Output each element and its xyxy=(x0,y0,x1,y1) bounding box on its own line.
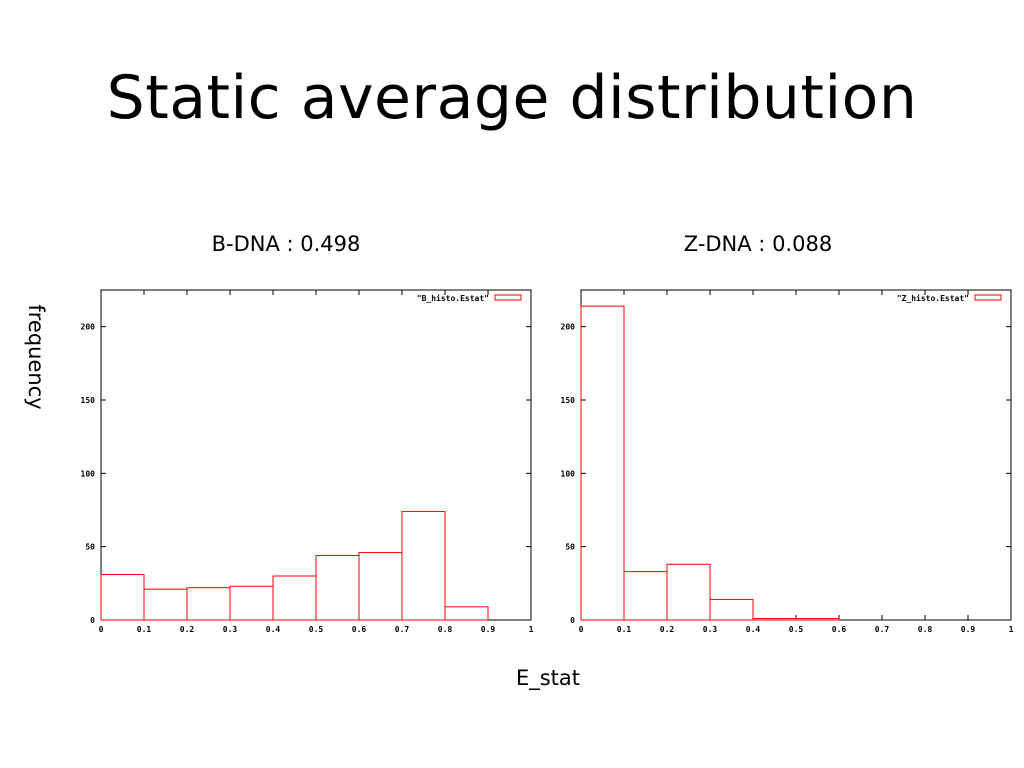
x-tick-label: 1 xyxy=(529,625,534,634)
chart-title-b-dna: B-DNA : 0.498 xyxy=(211,232,361,256)
y-tick-label: 0 xyxy=(90,616,95,625)
x-tick-label: 0.5 xyxy=(789,625,804,634)
x-tick-label: 0.9 xyxy=(481,625,496,634)
histogram-b-dna: 0 50 100 150 200 0 0.1 0.2 0.3 0.4 0.5 0.6 0.7 0.8 0.9… xyxy=(81,289,534,634)
x-tick-label: 0.6 xyxy=(832,625,847,634)
y-tick-label: 150 xyxy=(561,396,576,405)
x-tick-label: 0.4 xyxy=(266,625,281,634)
x-tick-label: 0.8 xyxy=(918,625,933,634)
histogram-bar xyxy=(143,588,188,621)
x-tick-label: 0 xyxy=(99,625,104,634)
y-tick-label: 200 xyxy=(81,323,96,332)
histogram-bar xyxy=(444,606,489,621)
x-tick-label: 0.5 xyxy=(309,625,324,634)
histogram-bar xyxy=(795,618,840,621)
x-tick-label: 0.2 xyxy=(660,625,675,634)
y-axis-label: frequency xyxy=(24,304,48,410)
legend-label: "B_histo.Estat" xyxy=(417,293,489,303)
x-tick-label: 0 xyxy=(579,625,584,634)
x-tick-label: 0.7 xyxy=(875,625,890,634)
histogram-bar xyxy=(186,587,231,621)
x-tick-label: 0.3 xyxy=(703,625,718,634)
histogram-bar xyxy=(709,598,754,621)
plot-frame xyxy=(580,289,1012,621)
x-tick-label: 0.6 xyxy=(352,625,367,634)
histogram-bar xyxy=(100,574,145,621)
y-tick-label: 150 xyxy=(81,396,96,405)
histogram-bar xyxy=(358,552,403,621)
x-tick-label: 0.1 xyxy=(137,625,152,634)
slide-title: Static average distribution xyxy=(106,63,918,133)
histogram-z-dna: 0 50 100 150 200 0 0.1 0.2 0.3 0.4 0.5 0.6 0.7 0.8 0.9… xyxy=(561,289,1014,634)
x-tick-label: 0.2 xyxy=(180,625,195,634)
x-tick-label: 0.9 xyxy=(961,625,976,634)
histogram-bar xyxy=(315,554,360,621)
legend-label: "Z_histo.Estat" xyxy=(897,293,969,303)
x-tick-label: 0.7 xyxy=(395,625,410,634)
y-tick-label: 100 xyxy=(81,469,96,478)
y-tick-label: 100 xyxy=(561,469,576,478)
y-tick-label: 50 xyxy=(85,543,95,552)
histogram-bar xyxy=(623,571,668,621)
y-tick-label: 50 xyxy=(565,543,575,552)
x-tick-label: 0.1 xyxy=(617,625,632,634)
x-tick-label: 0.8 xyxy=(438,625,453,634)
chart-title-z-dna: Z-DNA : 0.088 xyxy=(683,232,833,256)
histogram-bar xyxy=(401,510,446,621)
y-tick-label: 200 xyxy=(561,323,576,332)
histogram-bar xyxy=(229,585,274,621)
histogram-bar xyxy=(666,563,711,621)
x-axis-label: E_stat xyxy=(515,666,581,690)
x-tick-label: 0.4 xyxy=(746,625,761,634)
x-tick-label: 1 xyxy=(1009,625,1014,634)
histogram-bar xyxy=(752,618,797,621)
legend-swatch xyxy=(494,294,522,301)
legend-swatch xyxy=(974,294,1002,301)
histogram-bar xyxy=(272,575,317,621)
histogram-bar xyxy=(580,305,625,621)
x-tick-label: 0.3 xyxy=(223,625,238,634)
y-tick-label: 0 xyxy=(570,616,575,625)
